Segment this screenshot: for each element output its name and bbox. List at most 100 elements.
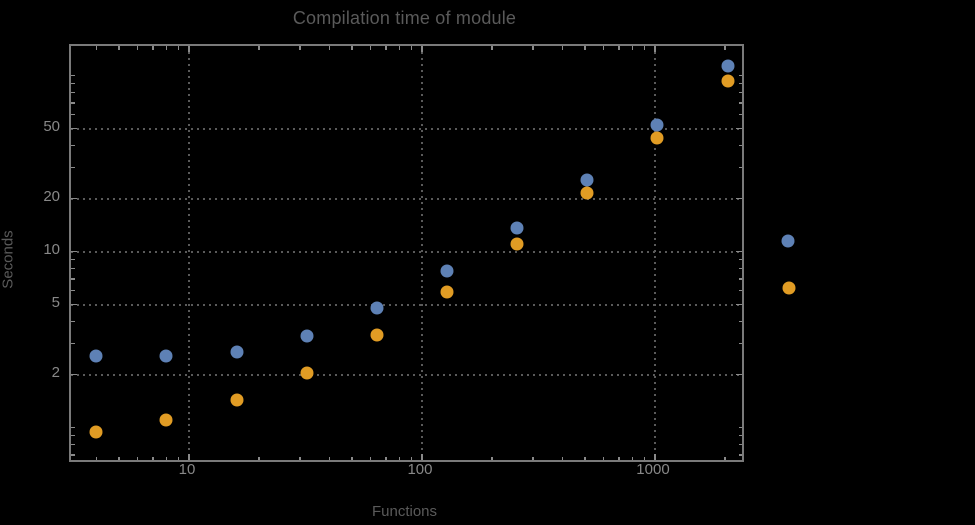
data-point-series-1-blue bbox=[89, 349, 103, 363]
x-tick bbox=[328, 46, 331, 50]
x-tick bbox=[532, 46, 534, 50]
y-tick-label: 2 bbox=[51, 363, 60, 381]
y-tick bbox=[71, 91, 75, 94]
y-tick bbox=[736, 250, 742, 253]
x-tick bbox=[369, 46, 372, 50]
x-tick bbox=[491, 456, 493, 460]
y-tick bbox=[71, 166, 75, 169]
x-tick bbox=[118, 46, 120, 50]
data-point-series-2-orange bbox=[89, 425, 103, 439]
y-tick bbox=[71, 426, 75, 429]
data-point-series-1-blue bbox=[440, 264, 454, 278]
v-gridline bbox=[187, 46, 190, 460]
h-gridline bbox=[71, 250, 742, 253]
x-tick-label: 1000 bbox=[636, 461, 670, 478]
x-tick bbox=[654, 46, 656, 52]
y-tick bbox=[736, 127, 742, 130]
x-tick bbox=[421, 46, 423, 52]
y-tick bbox=[71, 342, 75, 345]
data-point-series-2-orange bbox=[721, 74, 735, 88]
x-tick bbox=[177, 456, 180, 460]
y-tick bbox=[71, 82, 75, 85]
x-tick bbox=[491, 46, 493, 50]
y-axis-label: Seconds bbox=[0, 230, 17, 289]
x-tick bbox=[410, 456, 413, 460]
data-point-series-2-orange bbox=[650, 131, 664, 145]
y-tick bbox=[71, 320, 75, 323]
x-tick bbox=[152, 46, 154, 50]
x-tick bbox=[118, 456, 120, 460]
y-tick bbox=[736, 303, 742, 306]
y-tick bbox=[71, 113, 75, 116]
x-tick bbox=[351, 46, 353, 50]
y-tick bbox=[738, 113, 742, 116]
plot-area bbox=[69, 44, 744, 462]
x-tick bbox=[618, 46, 620, 50]
x-tick bbox=[177, 46, 180, 50]
y-tick bbox=[738, 82, 742, 85]
legend-marker-series-1 bbox=[781, 234, 795, 247]
y-tick bbox=[738, 144, 742, 147]
x-tick bbox=[351, 456, 353, 460]
h-gridline bbox=[71, 197, 742, 200]
x-tick bbox=[299, 46, 301, 50]
x-tick bbox=[385, 456, 387, 460]
data-point-series-1-blue bbox=[721, 59, 735, 73]
plot-title: Compilation time of module bbox=[292, 8, 517, 28]
h-gridline bbox=[71, 373, 742, 376]
data-point-series-1-blue bbox=[370, 301, 384, 315]
x-tick bbox=[165, 46, 168, 50]
y-tick bbox=[71, 373, 77, 376]
y-tick bbox=[71, 144, 75, 147]
x-tick bbox=[95, 456, 98, 460]
x-tick bbox=[724, 456, 726, 460]
y-tick bbox=[738, 278, 742, 280]
x-tick bbox=[258, 46, 260, 50]
x-tick bbox=[410, 46, 413, 50]
y-tick bbox=[71, 127, 77, 130]
x-tick bbox=[258, 456, 260, 460]
x-tick bbox=[328, 456, 331, 460]
y-tick bbox=[738, 91, 742, 94]
data-point-series-1-blue bbox=[510, 221, 524, 235]
data-point-series-1-blue bbox=[159, 349, 173, 363]
data-point-series-1-blue bbox=[580, 173, 594, 187]
x-tick bbox=[369, 456, 372, 460]
y-tick bbox=[71, 102, 75, 104]
y-tick bbox=[71, 278, 75, 280]
y-tick bbox=[738, 443, 742, 446]
y-tick bbox=[71, 289, 75, 292]
y-tick bbox=[738, 267, 742, 270]
data-point-series-2-orange bbox=[300, 366, 314, 380]
y-tick bbox=[738, 258, 742, 261]
x-tick bbox=[532, 456, 534, 460]
y-tick bbox=[71, 258, 75, 261]
x-tick bbox=[398, 46, 401, 50]
y-tick bbox=[738, 342, 742, 345]
x-tick bbox=[654, 454, 656, 460]
y-tick bbox=[738, 166, 742, 169]
x-tick bbox=[643, 456, 646, 460]
v-gridline bbox=[653, 46, 656, 460]
data-point-series-2-orange bbox=[159, 413, 173, 427]
y-tick bbox=[71, 74, 75, 77]
x-tick bbox=[188, 46, 190, 52]
data-point-series-1-blue bbox=[230, 345, 244, 359]
x-tick bbox=[421, 454, 423, 460]
y-tick bbox=[738, 454, 742, 456]
y-tick bbox=[71, 303, 77, 306]
y-tick bbox=[738, 426, 742, 429]
y-tick bbox=[71, 267, 75, 270]
y-tick bbox=[738, 102, 742, 104]
x-tick bbox=[136, 46, 139, 50]
x-tick bbox=[299, 456, 301, 460]
y-tick bbox=[738, 320, 742, 323]
x-tick bbox=[724, 46, 726, 50]
y-tick-label: 5 bbox=[51, 293, 60, 311]
x-tick bbox=[602, 46, 605, 50]
data-point-series-2-orange bbox=[510, 237, 524, 251]
y-tick bbox=[738, 289, 742, 292]
x-tick bbox=[584, 46, 586, 50]
x-tick-label: 100 bbox=[407, 461, 433, 478]
